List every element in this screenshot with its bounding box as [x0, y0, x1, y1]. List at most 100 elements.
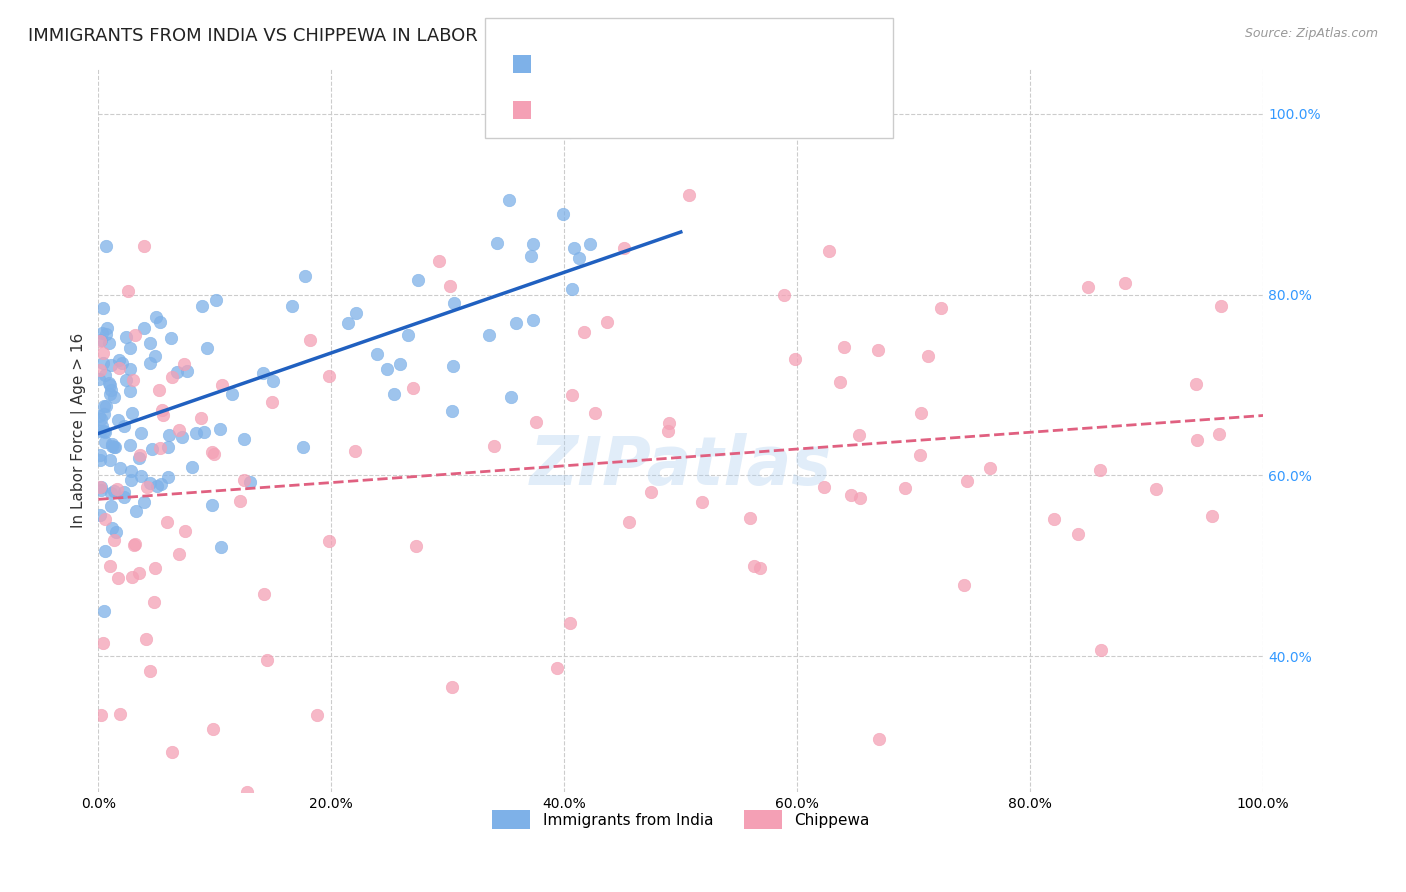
Point [252, 367, 274, 381]
Point [1209, 299, 1232, 313]
Point [90, 326, 112, 340]
Text: N =: N = [640, 99, 673, 114]
Point [561, 282, 583, 296]
Point [292, 440, 315, 454]
Point [103, 483, 125, 498]
Point [201, 445, 224, 459]
Point [100, 500, 122, 514]
Point [107, 353, 129, 368]
Point [149, 441, 172, 455]
Point [115, 373, 138, 387]
Point [318, 368, 340, 383]
Point [135, 632, 157, 647]
Point [121, 373, 143, 387]
Point [139, 475, 162, 490]
Point [143, 350, 166, 364]
Point [209, 422, 232, 436]
Legend: Immigrants from India, Chippewa: Immigrants from India, Chippewa [486, 804, 876, 835]
Point [917, 349, 939, 363]
Point [848, 428, 870, 442]
Text: N =: N = [640, 55, 673, 70]
Point [299, 333, 322, 347]
Point [152, 409, 174, 423]
Point [742, 559, 765, 574]
Point [406, 273, 429, 287]
Point [181, 459, 204, 474]
Point [103, 391, 125, 405]
Point [658, 416, 681, 430]
Point [124, 328, 146, 343]
Point [318, 533, 340, 548]
Point [114, 330, 136, 344]
Point [91, 636, 114, 650]
Point [657, 425, 679, 439]
Point [294, 268, 316, 283]
Point [120, 384, 142, 399]
Point [100, 383, 122, 397]
Point [128, 450, 150, 465]
Point [134, 321, 156, 335]
Point [94, 368, 117, 382]
Point [87, 372, 110, 386]
Point [94, 239, 117, 253]
Point [232, 473, 254, 487]
Point [868, 731, 890, 746]
Point [94, 434, 117, 449]
Point [678, 187, 700, 202]
Point [96, 321, 118, 335]
Point [129, 468, 152, 483]
Point [91, 301, 114, 315]
Point [193, 425, 215, 439]
Point [94, 327, 117, 342]
Point [439, 279, 461, 293]
Point [402, 381, 425, 395]
Point [499, 390, 522, 404]
Text: 123: 123 [679, 55, 711, 70]
Y-axis label: In Labor Force | Age > 16: In Labor Force | Age > 16 [72, 333, 87, 528]
Point [612, 241, 634, 255]
Text: R =: R = [541, 55, 575, 70]
Point [89, 334, 111, 349]
Point [440, 681, 463, 695]
Point [1185, 434, 1208, 448]
Point [89, 453, 111, 467]
Point [166, 365, 188, 379]
Point [522, 312, 544, 326]
Point [162, 369, 184, 384]
Point [100, 358, 122, 372]
Point [908, 448, 931, 462]
Point [105, 483, 128, 497]
Point [478, 328, 501, 343]
Point [344, 306, 367, 320]
Point [1114, 277, 1136, 291]
Point [253, 586, 276, 600]
Text: 108: 108 [679, 99, 711, 114]
Point [107, 413, 129, 427]
Point [1042, 512, 1064, 526]
Point [366, 347, 388, 361]
Point [108, 461, 131, 475]
Point [562, 241, 585, 255]
Point [100, 453, 122, 467]
Point [1184, 376, 1206, 391]
Point [98, 558, 121, 573]
Point [91, 346, 114, 360]
Point [156, 515, 179, 529]
Point [205, 293, 228, 308]
Point [280, 299, 302, 313]
Point [201, 498, 224, 512]
Point [160, 331, 183, 345]
Point [202, 447, 225, 461]
Point [498, 193, 520, 207]
Point [256, 653, 278, 667]
Point [583, 406, 606, 420]
Point [558, 615, 581, 630]
Point [336, 316, 359, 330]
Point [117, 285, 139, 299]
Text: R =: R = [541, 99, 575, 114]
Point [120, 342, 142, 356]
Point [239, 475, 262, 489]
Point [524, 415, 547, 429]
Point [120, 438, 142, 452]
Point [441, 359, 464, 374]
